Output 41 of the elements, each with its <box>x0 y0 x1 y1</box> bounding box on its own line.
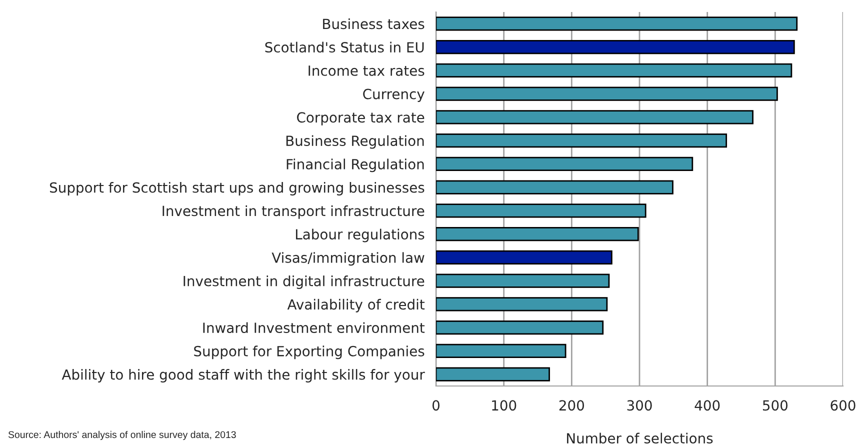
x-axis-title: Number of selections <box>567 432 713 444</box>
bar <box>436 110 754 124</box>
bar <box>436 226 639 242</box>
y-tick-label: Inward Investment environment <box>203 322 425 334</box>
bar <box>436 16 798 31</box>
x-tick-label: 0 <box>432 400 440 411</box>
bar <box>436 204 646 218</box>
y-tick-label: Ability to hire good staff with the right skills for your <box>62 369 425 382</box>
bar <box>436 156 694 172</box>
x-tick-label: 500 <box>762 400 788 411</box>
y-tick-label: Investment in digital infrastructure <box>184 276 424 289</box>
bar <box>436 63 792 78</box>
x-tick-label: 600 <box>830 400 856 411</box>
y-tick-label: Scotland's Status in EU <box>265 42 424 53</box>
bar <box>436 320 604 335</box>
y-tick-label: Income tax rates <box>308 66 424 76</box>
bar <box>436 133 728 148</box>
y-tick-label: Support for Exporting Companies <box>194 346 424 360</box>
y-tick-label: Business taxes <box>323 18 424 30</box>
y-tick-label: Corporate tax rate <box>297 112 424 126</box>
source-note: Source: Authors' analysis of online survey data, 2013 <box>8 430 236 440</box>
bar <box>436 274 610 288</box>
bar <box>436 250 612 265</box>
y-tick-label: Labour regulations <box>296 228 424 242</box>
bar <box>436 344 566 358</box>
x-tick-label: 200 <box>559 400 584 411</box>
bar <box>436 367 550 382</box>
y-tick-label: Currency <box>363 88 424 102</box>
x-tick-label: 400 <box>694 400 720 411</box>
bar <box>436 40 795 54</box>
y-tick-label: Financial Regulation <box>286 158 424 172</box>
bar <box>436 86 778 101</box>
x-tick-label: 300 <box>627 400 652 411</box>
bar <box>436 180 674 194</box>
y-tick-label: Investment in transport infrastructure <box>162 205 424 219</box>
x-tick-label: 100 <box>492 400 516 411</box>
bar <box>436 297 608 312</box>
y-tick-label: Availability of credit <box>287 298 425 312</box>
y-tick-label: Support for Scottish start ups and growing businesses <box>50 182 424 196</box>
y-tick-label: Business Regulation <box>286 135 424 149</box>
y-tick-label: Visas/immigration law <box>272 252 424 266</box>
